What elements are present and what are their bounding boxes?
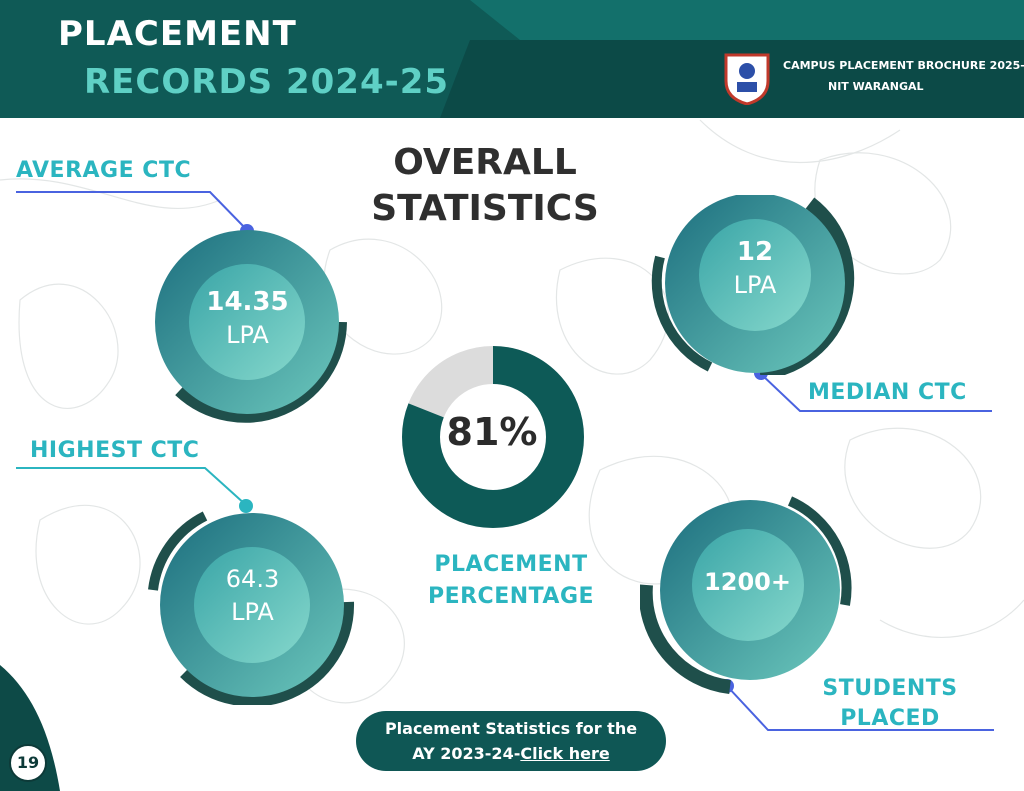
highest-connector — [16, 467, 247, 506]
cta-prefix: AY 2023-24- — [412, 744, 521, 763]
previous-year-stats-button[interactable]: Placement Statistics for the AY 2023-24-… — [356, 711, 666, 771]
page-title-line1: PLACEMENT — [58, 14, 297, 54]
overall-statistics-heading: OVERALL STATISTICS — [300, 140, 670, 232]
students-placed-ring — [640, 496, 852, 694]
average-ctc-value: 14.35 — [206, 287, 289, 317]
students-label-line2: PLACED — [840, 706, 940, 731]
highest-ctc-unit: LPA — [231, 598, 274, 626]
institute-logo — [724, 53, 770, 105]
highest-ctc-label: HIGHEST CTC — [30, 438, 200, 463]
brochure-title: CAMPUS PLACEMENT BROCHURE 2025-26 — [783, 59, 1024, 72]
heading-line2: STATISTICS — [371, 188, 599, 229]
median-connector — [760, 373, 992, 412]
students-connector — [726, 685, 994, 731]
median-ctc-value: 12 — [736, 237, 774, 267]
average-ctc-label: AVERAGE CTC — [16, 158, 192, 183]
placement-donut — [402, 346, 584, 528]
highest-connector-dot — [239, 499, 253, 513]
average-ctc-value-block: 14.35 LPA — [190, 285, 305, 351]
cta-line1: Placement Statistics for the — [384, 719, 638, 738]
header-banner — [0, 0, 1024, 118]
median-ctc-ring — [651, 195, 855, 375]
heading-line1: OVERALL — [393, 142, 577, 183]
median-ctc-label: MEDIAN CTC — [808, 380, 967, 405]
average-connector — [16, 191, 248, 231]
highest-ctc-ring — [148, 511, 355, 705]
highest-ctc-value: 64.3 — [225, 565, 280, 593]
placement-percentage-value: 81% — [446, 410, 538, 454]
institute-name: NIT WARANGAL — [828, 80, 924, 93]
placement-percentage-label: PLACEMENT PERCENTAGE — [400, 549, 622, 613]
students-placed-value: 1200+ — [704, 568, 791, 596]
median-ctc-value-block: 12 LPA — [700, 235, 810, 301]
average-ctc-ring — [155, 230, 347, 423]
placement-donut-arc — [402, 346, 584, 528]
page-number-badge: 19 — [9, 744, 47, 782]
placement-label-line2: PERCENTAGE — [427, 584, 595, 609]
students-label-line1: STUDENTS — [822, 676, 958, 701]
cta-line2: AY 2023-24-Click here — [356, 741, 666, 766]
click-here-link[interactable]: Click here — [520, 744, 610, 763]
average-ctc-unit: LPA — [226, 321, 269, 349]
students-placed-label: STUDENTS PLACED — [790, 674, 990, 734]
page-title-line2: RECORDS 2024-25 — [84, 62, 450, 102]
median-ctc-unit: LPA — [733, 271, 777, 299]
highest-ctc-value-block: 64.3 LPA — [195, 562, 310, 628]
placement-label-line1: PLACEMENT — [434, 552, 588, 577]
